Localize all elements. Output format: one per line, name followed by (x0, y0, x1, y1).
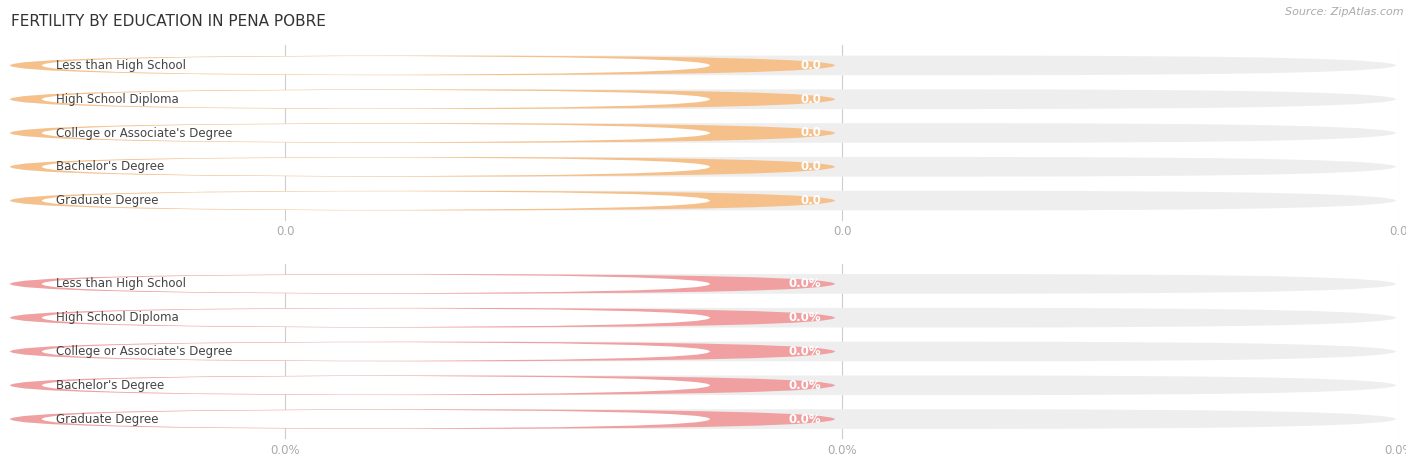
Text: 0.0%: 0.0% (789, 345, 821, 358)
FancyBboxPatch shape (10, 376, 835, 395)
FancyBboxPatch shape (42, 376, 710, 395)
FancyBboxPatch shape (10, 89, 1396, 109)
Text: Graduate Degree: Graduate Degree (56, 194, 159, 207)
Text: Bachelor's Degree: Bachelor's Degree (56, 379, 165, 392)
FancyBboxPatch shape (10, 274, 1396, 294)
FancyBboxPatch shape (10, 308, 835, 327)
Text: High School Diploma: High School Diploma (56, 93, 179, 106)
FancyBboxPatch shape (10, 123, 835, 143)
FancyBboxPatch shape (42, 308, 710, 327)
FancyBboxPatch shape (10, 274, 835, 294)
FancyBboxPatch shape (10, 191, 1396, 210)
Text: College or Associate's Degree: College or Associate's Degree (56, 345, 232, 358)
FancyBboxPatch shape (42, 157, 710, 176)
FancyBboxPatch shape (10, 409, 835, 429)
Text: 0.0: 0.0 (800, 194, 821, 207)
Text: 0.0%: 0.0% (789, 277, 821, 290)
Text: Graduate Degree: Graduate Degree (56, 413, 159, 426)
FancyBboxPatch shape (10, 342, 1396, 361)
Text: 0.0: 0.0 (800, 59, 821, 72)
FancyBboxPatch shape (42, 90, 710, 109)
Text: College or Associate's Degree: College or Associate's Degree (56, 126, 232, 140)
Text: 0.0%: 0.0% (789, 379, 821, 392)
FancyBboxPatch shape (10, 157, 1396, 177)
FancyBboxPatch shape (42, 191, 710, 210)
FancyBboxPatch shape (10, 308, 1396, 327)
Text: 0.0: 0.0 (800, 160, 821, 173)
FancyBboxPatch shape (10, 56, 1396, 75)
Text: 0.0: 0.0 (800, 93, 821, 106)
FancyBboxPatch shape (10, 191, 835, 210)
FancyBboxPatch shape (42, 56, 710, 75)
FancyBboxPatch shape (10, 56, 835, 75)
Text: FERTILITY BY EDUCATION IN PENA POBRE: FERTILITY BY EDUCATION IN PENA POBRE (11, 14, 326, 29)
Text: Less than High School: Less than High School (56, 277, 186, 290)
FancyBboxPatch shape (42, 275, 710, 294)
Text: 0.0%: 0.0% (789, 413, 821, 426)
FancyBboxPatch shape (10, 409, 1396, 429)
FancyBboxPatch shape (42, 409, 710, 428)
FancyBboxPatch shape (10, 123, 1396, 143)
FancyBboxPatch shape (10, 89, 835, 109)
Text: 0.0: 0.0 (800, 126, 821, 140)
Text: Less than High School: Less than High School (56, 59, 186, 72)
Text: Bachelor's Degree: Bachelor's Degree (56, 160, 165, 173)
FancyBboxPatch shape (10, 157, 835, 177)
FancyBboxPatch shape (42, 124, 710, 142)
Text: High School Diploma: High School Diploma (56, 311, 179, 324)
Text: 0.0%: 0.0% (789, 311, 821, 324)
FancyBboxPatch shape (10, 342, 835, 361)
FancyBboxPatch shape (10, 376, 1396, 395)
Text: Source: ZipAtlas.com: Source: ZipAtlas.com (1285, 7, 1403, 17)
FancyBboxPatch shape (42, 342, 710, 361)
